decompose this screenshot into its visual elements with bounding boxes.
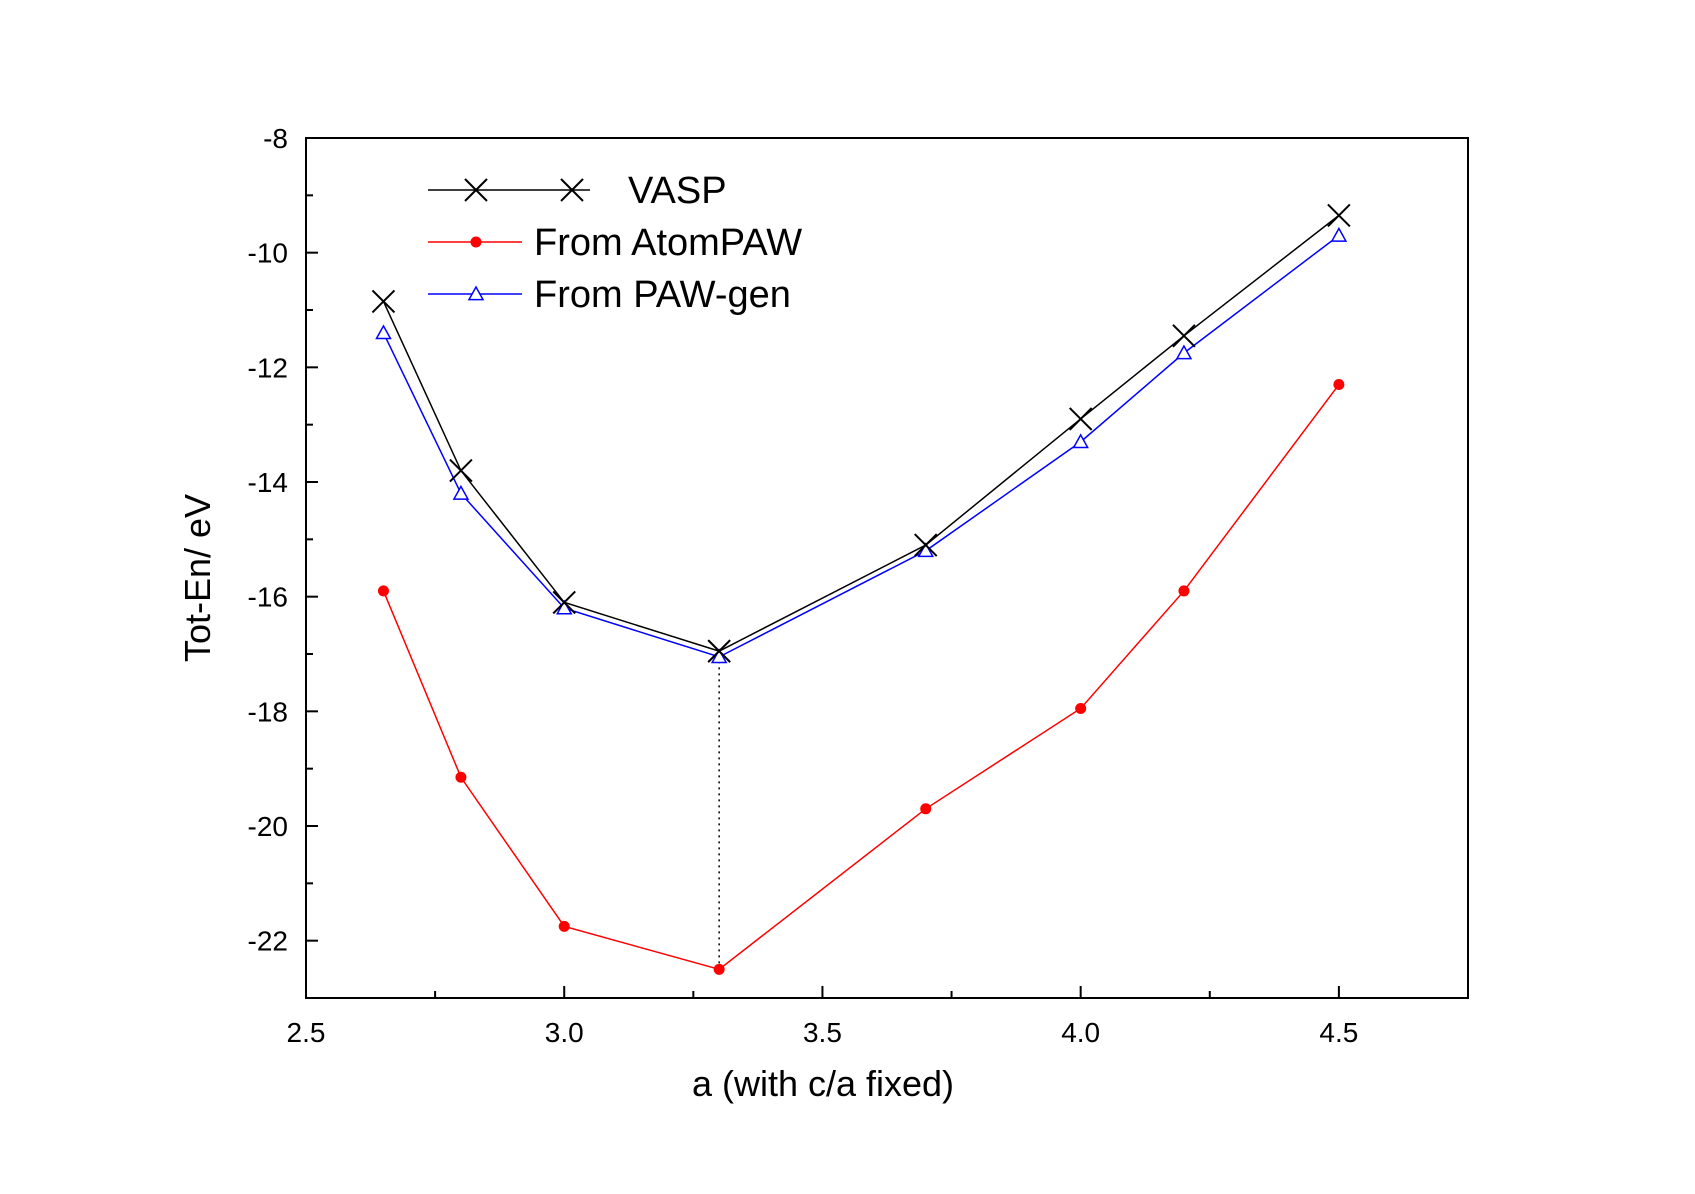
- legend-label: From AtomPAW: [534, 222, 802, 264]
- x-axis-label: a (with c/a fixed): [692, 1063, 954, 1104]
- y-tick-label: -16: [248, 582, 288, 613]
- x-tick-label: 2.5: [287, 1017, 326, 1048]
- data-point-x-marker: [560, 178, 584, 202]
- series-line: [382, 384, 1340, 971]
- legend-label: From PAW-gen: [534, 274, 791, 316]
- data-point-x-marker: [552, 590, 576, 615]
- y-tick-label: -20: [248, 811, 288, 842]
- legend-entry: From PAW-gen: [428, 274, 791, 316]
- data-point-dot: [1075, 702, 1087, 714]
- series-line: [382, 214, 1340, 652]
- data-point-triangle: [1330, 226, 1348, 242]
- data-point-dot: [470, 236, 482, 248]
- x-tick-label: 3.5: [803, 1017, 842, 1048]
- x-marker-stroke: [1172, 324, 1196, 348]
- data-point-triangle: [917, 542, 935, 558]
- x-marker-stroke: [560, 178, 584, 202]
- y-tick-label: -14: [248, 467, 288, 498]
- data-point-triangle: [375, 324, 392, 340]
- x-marker-stroke: [464, 178, 488, 202]
- data-point-x-marker: [914, 533, 938, 557]
- x-tick-label: 4.0: [1061, 1017, 1100, 1048]
- data-point-dot: [1178, 585, 1190, 597]
- legend: VASP From AtomPAW From PAW-gen: [428, 170, 802, 316]
- x-marker-stroke: [707, 639, 731, 663]
- data-point-x-marker: [371, 289, 396, 314]
- data-point-x-marker: [707, 639, 731, 663]
- data-point-triangle: [1175, 344, 1193, 360]
- data-point-x-marker: [1172, 324, 1196, 348]
- series-from-atompaw: [377, 379, 1345, 975]
- legend-label: VASP: [628, 170, 727, 212]
- y-tick-label: -18: [248, 696, 288, 727]
- plot-area-frame: [305, 137, 1469, 999]
- x-tick-label: 3.0: [545, 1017, 584, 1048]
- x-marker-stroke: [1068, 407, 1093, 431]
- x-marker-stroke: [371, 289, 396, 314]
- series-vasp: [371, 203, 1351, 663]
- y-tick-label: -8: [263, 123, 288, 154]
- data-point-x-marker: [1068, 407, 1093, 431]
- y-tick-label: -10: [248, 238, 288, 269]
- data-point-triangle: [452, 484, 470, 500]
- data-point-x-marker: [1327, 203, 1351, 228]
- data-point-x-marker: [449, 458, 473, 483]
- data-point-dot: [377, 585, 389, 597]
- data-point-triangle: [710, 648, 728, 664]
- x-marker-stroke: [914, 533, 938, 557]
- x-marker-stroke: [449, 458, 473, 483]
- y-axis-label: Tot-En/ eV: [177, 494, 218, 662]
- x-marker-stroke: [552, 590, 576, 615]
- data-point-triangle: [1072, 433, 1089, 449]
- legend-entry: VASP: [428, 170, 727, 212]
- x-tick-label: 4.5: [1319, 1017, 1358, 1048]
- data-point-dot: [455, 771, 467, 783]
- axis-ticks: 2.5 3.0 3.5 4.0 4.5 -8 -10 -12 -14 -16 -18 -20 -22: [248, 123, 1469, 1048]
- y-tick-label: -22: [248, 926, 288, 957]
- data-point-dot: [1333, 379, 1345, 391]
- data-point-triangle: [555, 599, 573, 615]
- series-layer: [371, 203, 1351, 975]
- data-point-dot: [713, 963, 725, 975]
- series-line: [382, 234, 1340, 658]
- y-tick-label: -12: [248, 352, 288, 383]
- data-point-triangle: [467, 285, 485, 301]
- legend-entry: From AtomPAW: [428, 222, 802, 264]
- data-point-x-marker: [464, 178, 488, 202]
- series-from-paw-gen: [375, 226, 1348, 664]
- data-point-dot: [920, 803, 932, 815]
- x-marker-stroke: [1327, 203, 1351, 228]
- data-point-dot: [558, 920, 570, 932]
